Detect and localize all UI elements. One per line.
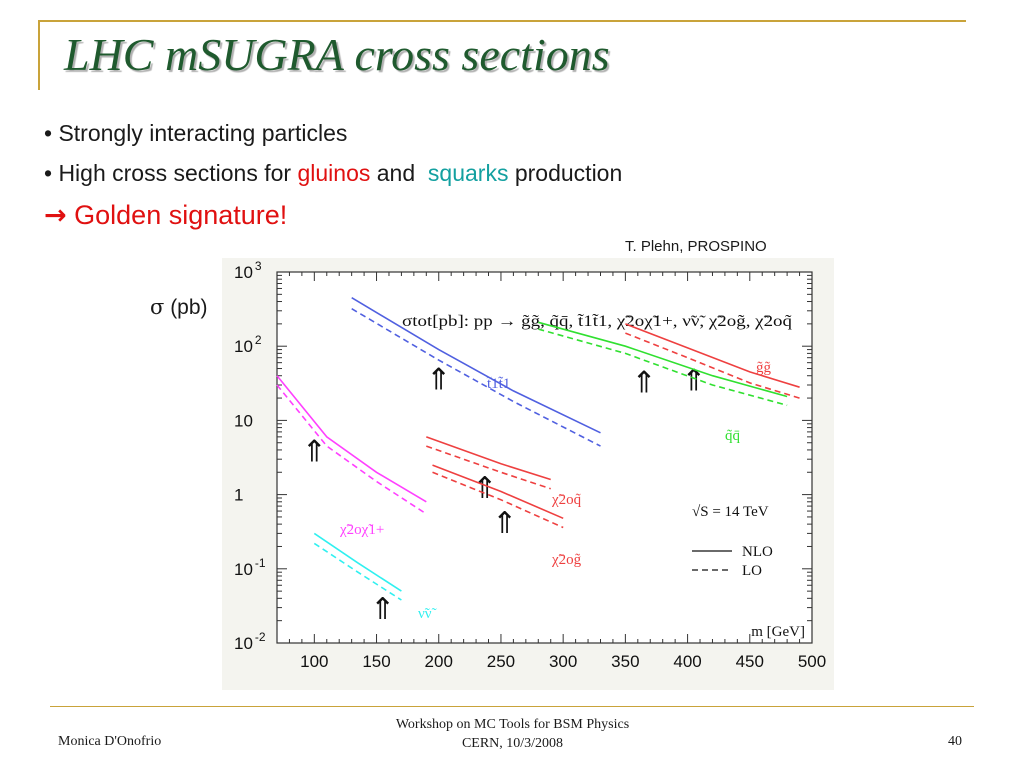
slide-title: LHC mSUGRA cross sections (64, 29, 610, 80)
sigma-unit: (pb) (170, 296, 208, 319)
arrow-right-icon: → (44, 200, 67, 231)
x-axis-label: m [GeV] (751, 624, 805, 640)
series-nlo-line (432, 464, 564, 520)
series-label: χ̃2oq̃ (551, 492, 582, 508)
double-arrow-up-icon: ⇑ (631, 366, 656, 401)
y-tick-label: 10 (234, 411, 253, 430)
series-label: q̃q̄ (725, 428, 741, 444)
x-tick-label: 200 (425, 652, 453, 671)
series-label: t̃1t̃1 (487, 376, 511, 392)
series-label: χ̃2og̃ (551, 552, 582, 568)
squarks-word: squarks (427, 160, 509, 186)
cross-section-chart: 100 150 200 250 300 350 400 450 500 10 -2 10 -1 1 10 10… (222, 258, 834, 690)
footer-page-number: 40 (948, 734, 962, 749)
bullet-high-cross-sections: • High cross sections for gluinos and sq… (44, 160, 622, 187)
bullet2-mid-text: and (370, 160, 428, 186)
footer-divider (50, 706, 974, 707)
x-tick-label: 100 (300, 652, 328, 671)
legend-nlo-label: NLO (742, 544, 773, 560)
series-lo-line (313, 542, 402, 601)
series-label: g̃g̃ (756, 360, 772, 376)
x-tick-label: 150 (362, 652, 390, 671)
series-nlo-line (538, 321, 788, 398)
x-tick-label: 400 (673, 652, 701, 671)
series-nlo-line (313, 532, 402, 592)
y-tick-label: 1 (234, 486, 243, 505)
y-tick-label: 10 2 (234, 333, 262, 356)
series-lo-line (538, 328, 788, 407)
x-tick-label: 500 (798, 652, 826, 671)
footer-event: Workshop on MC Tools for BSM Physics CERN… (360, 715, 665, 753)
series-nlo-line (276, 375, 427, 503)
bullet2-pre-text: • High cross sections for (44, 160, 298, 186)
series-lo-line (426, 445, 551, 490)
title-frame-top (38, 20, 966, 22)
series-nlo-line (625, 323, 800, 388)
legend-lo-label: LO (742, 563, 762, 579)
y-tick-label: 10 -1 (234, 556, 266, 579)
series-lo-line (351, 308, 601, 447)
series-lo-line (432, 471, 564, 529)
double-arrow-up-icon: ⇑ (492, 506, 517, 541)
footer-event-line1: Workshop on MC Tools for BSM Physics (395, 717, 630, 732)
y-tick-label: 10 3 (234, 259, 262, 282)
energy-label: √S = 14 TeV (692, 504, 769, 520)
golden-signature: → Golden signature! (44, 200, 287, 231)
double-arrow-up-icon: ⇑ (370, 592, 395, 627)
series-nlo-line (351, 297, 601, 434)
double-arrow-up-icon: ⇑ (302, 435, 327, 470)
bullet-strongly-interacting: • Strongly interacting particles (44, 120, 348, 146)
title-frame-left (38, 20, 40, 90)
footer-event-line2: CERN, 10/3/2008 (461, 736, 564, 751)
x-tick-label: 300 (549, 652, 577, 671)
sigma-symbol: σ (150, 295, 165, 319)
x-tick-label: 450 (736, 652, 764, 671)
footer-author: Monica D'Onofrio (58, 734, 162, 749)
gluinos-word: gluinos (297, 160, 371, 186)
series-lo-line (276, 384, 427, 515)
x-tick-label: 350 (611, 652, 639, 671)
series-nlo-line (426, 436, 551, 481)
x-tick-label: 250 (487, 652, 515, 671)
sigma-axis-label: σ (pb) (150, 295, 208, 320)
plot-area (276, 271, 813, 644)
double-arrow-up-icon: ⇑ (426, 363, 451, 398)
credit-text: T. Plehn, PROSPINO (625, 238, 767, 255)
bullet2-post-text: production (508, 160, 623, 186)
golden-signature-text: Golden signature! (74, 200, 288, 230)
chart-svg: 100 150 200 250 300 350 400 450 500 10 -2 10 -1 1 10 10… (234, 259, 826, 671)
series-lo-line (625, 332, 800, 399)
process-label: σtot[pb]: pp → g̃g̃, q̃q̄, t̃1t̃1, χ̃2oχ… (402, 313, 792, 330)
series-label: χ̃2oχ̃1+ (339, 522, 384, 538)
y-tick-label: 10 -2 (234, 630, 266, 653)
